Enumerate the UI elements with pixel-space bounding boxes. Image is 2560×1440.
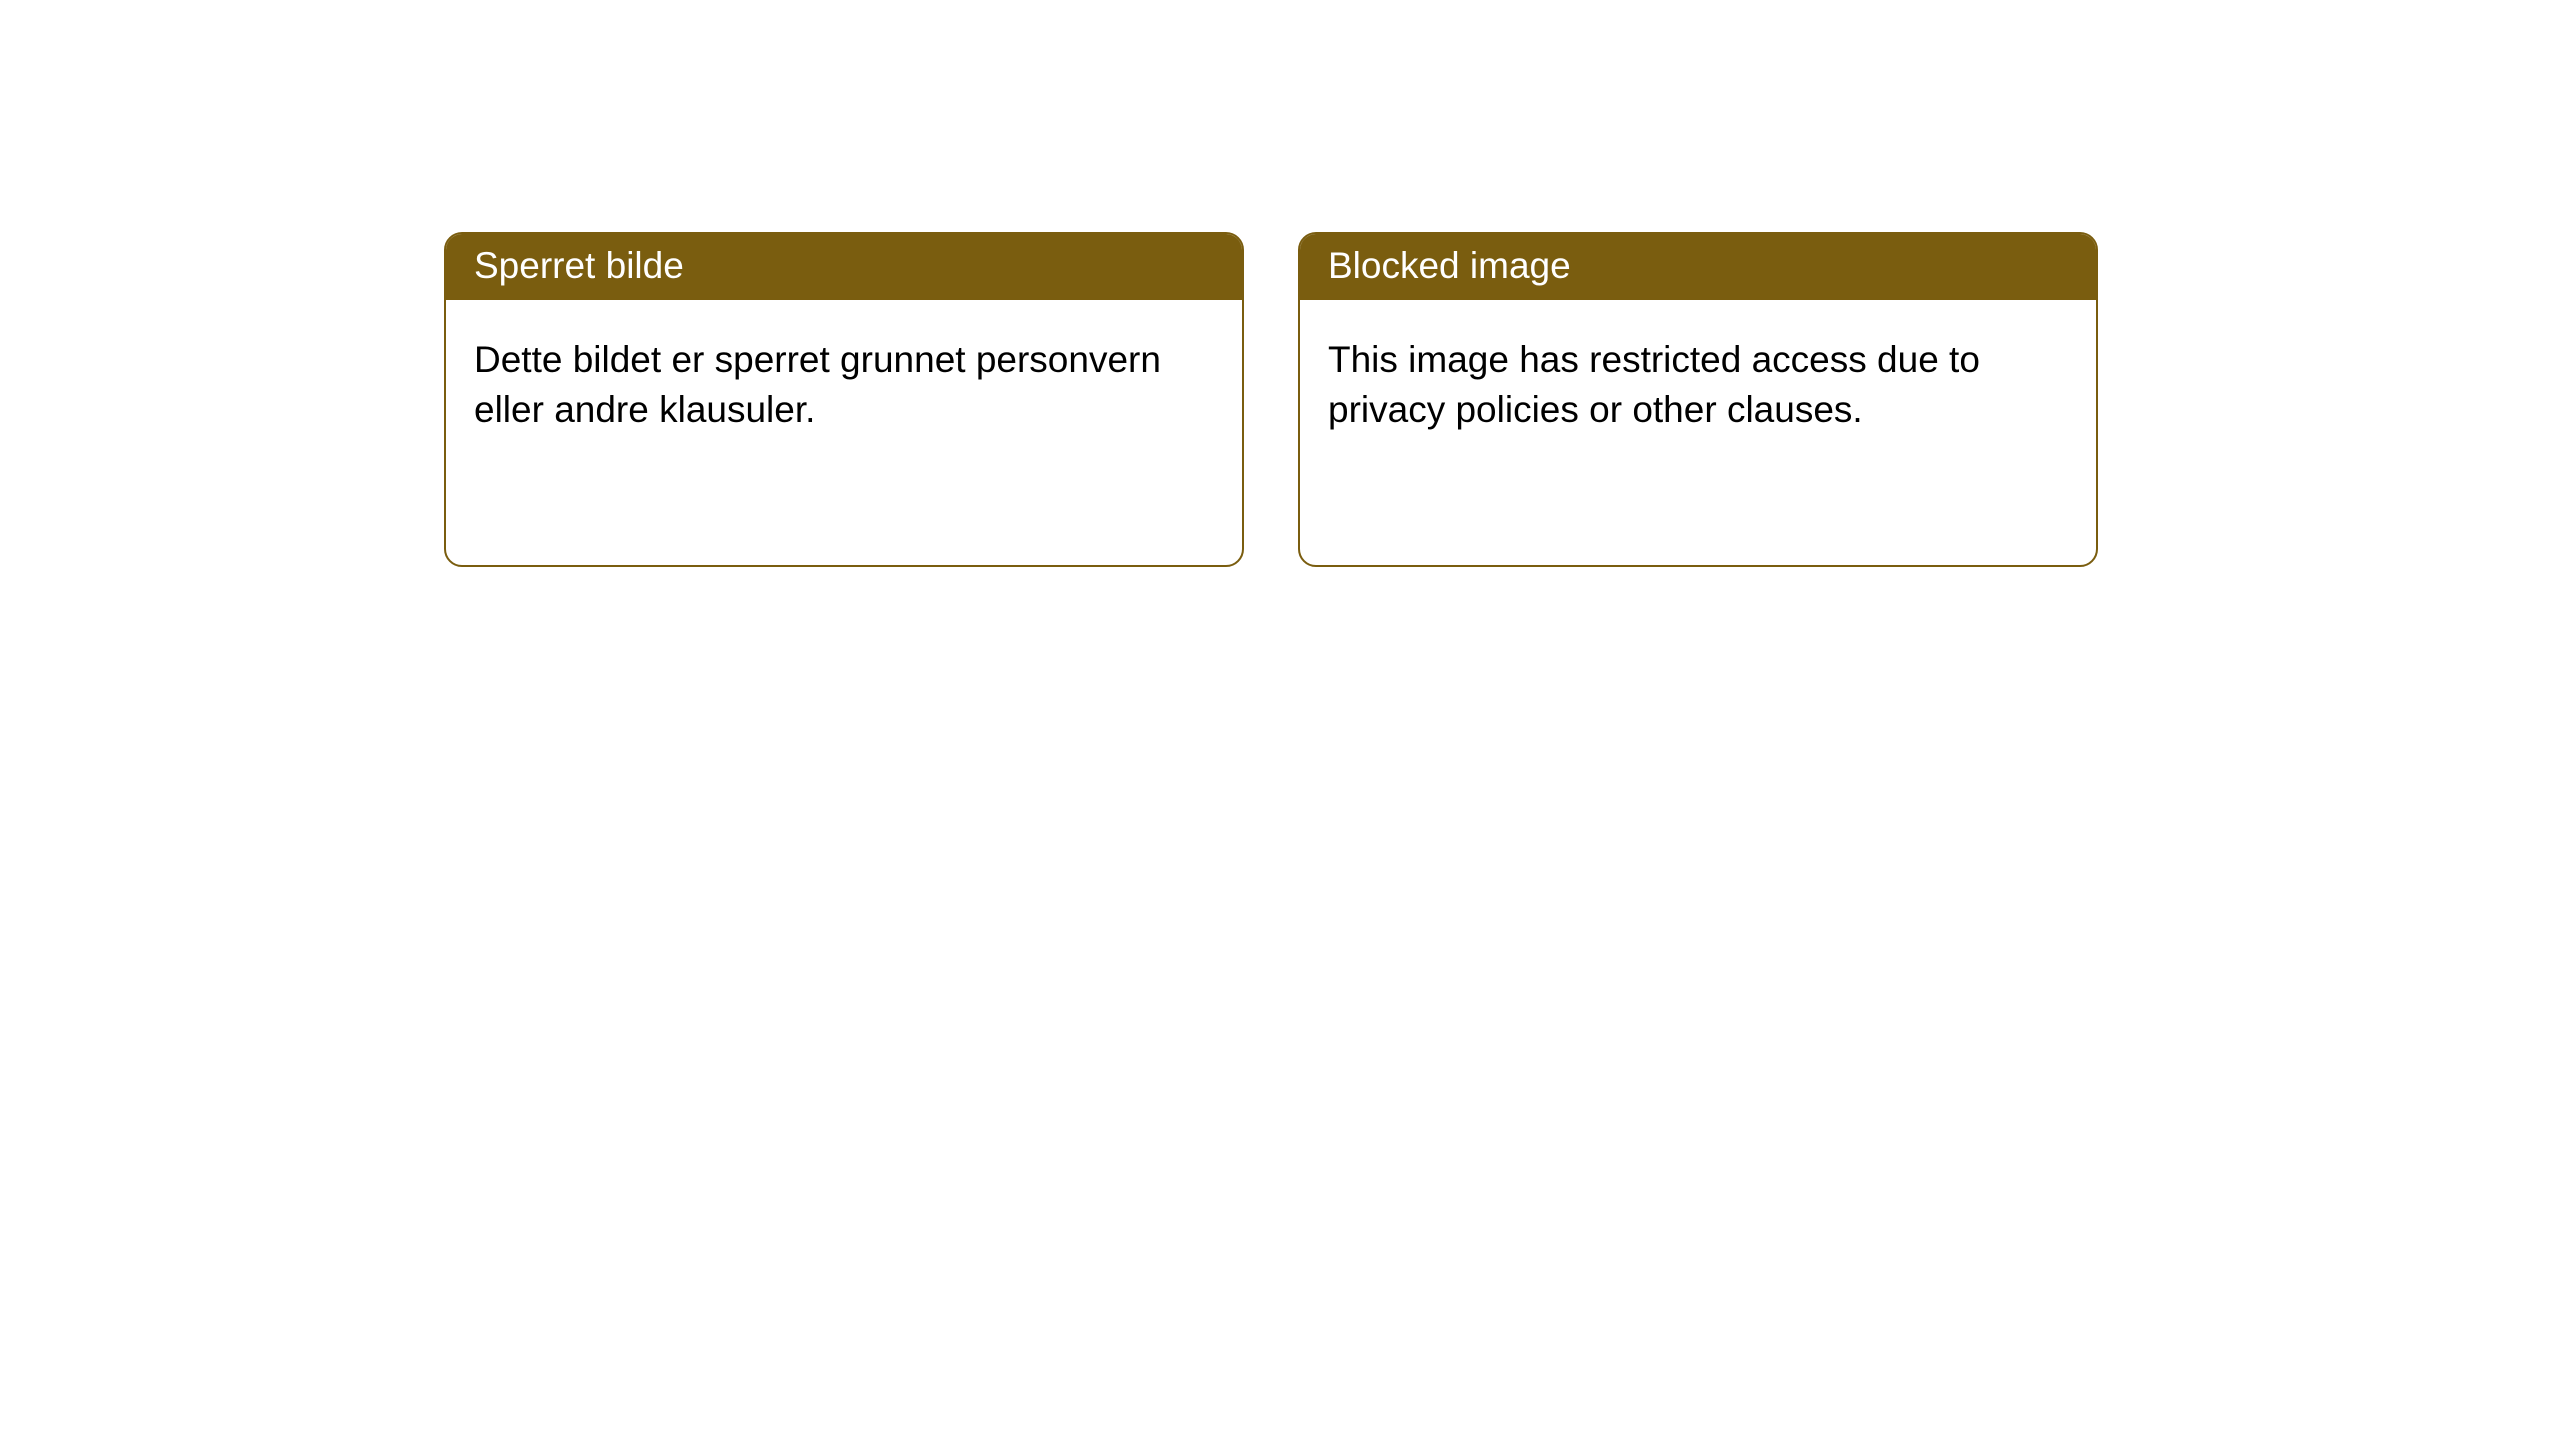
blocked-image-card-en: Blocked image This image has restricted …	[1298, 232, 2098, 567]
card-header-no: Sperret bilde	[446, 234, 1242, 300]
blocked-image-card-no: Sperret bilde Dette bildet er sperret gr…	[444, 232, 1244, 567]
card-header-en: Blocked image	[1300, 234, 2096, 300]
notice-container: Sperret bilde Dette bildet er sperret gr…	[0, 0, 2560, 567]
card-body-no: Dette bildet er sperret grunnet personve…	[446, 300, 1242, 455]
card-body-en: This image has restricted access due to …	[1300, 300, 2096, 455]
